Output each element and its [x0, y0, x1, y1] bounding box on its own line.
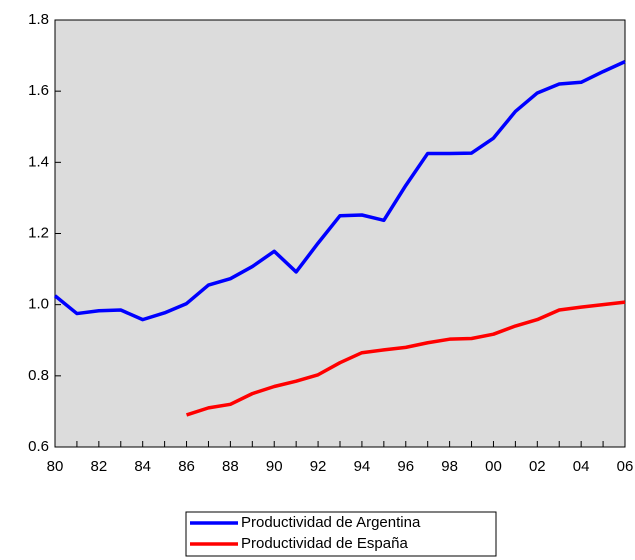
legend-box — [185, 511, 497, 557]
x-tick-label: 90 — [266, 458, 283, 475]
y-tick-label: 1.6 — [28, 82, 49, 99]
x-tick-label: 02 — [529, 458, 546, 475]
x-tick-label: 98 — [441, 458, 458, 475]
series-line — [185, 300, 626, 417]
legend-label: Productividad de Argentina — [241, 514, 421, 531]
y-tick-label: 1.8 — [28, 11, 49, 28]
y-tick-label: 1.4 — [28, 153, 49, 170]
legend-label: Productividad de España — [241, 535, 408, 552]
plot-area — [54, 19, 626, 448]
x-tick-label: 86 — [178, 458, 195, 475]
x-tick-label: 92 — [310, 458, 327, 475]
y-tick-label: 0.6 — [28, 438, 49, 455]
y-tick-label: 1.0 — [28, 296, 49, 313]
x-tick-label: 96 — [397, 458, 414, 475]
x-tick-label: 00 — [485, 458, 502, 475]
x-tick-label: 82 — [91, 458, 108, 475]
y-tick-label: 1.2 — [28, 224, 49, 241]
y-tick-label: 0.8 — [28, 367, 49, 384]
x-tick-label: 04 — [573, 458, 590, 475]
x-tick-label: 84 — [134, 458, 151, 475]
x-tick-label: 88 — [222, 458, 239, 475]
x-tick-label: 06 — [617, 458, 634, 475]
x-tick-label: 80 — [47, 458, 64, 475]
x-tick-label: 94 — [354, 458, 371, 475]
series-line — [53, 60, 626, 322]
